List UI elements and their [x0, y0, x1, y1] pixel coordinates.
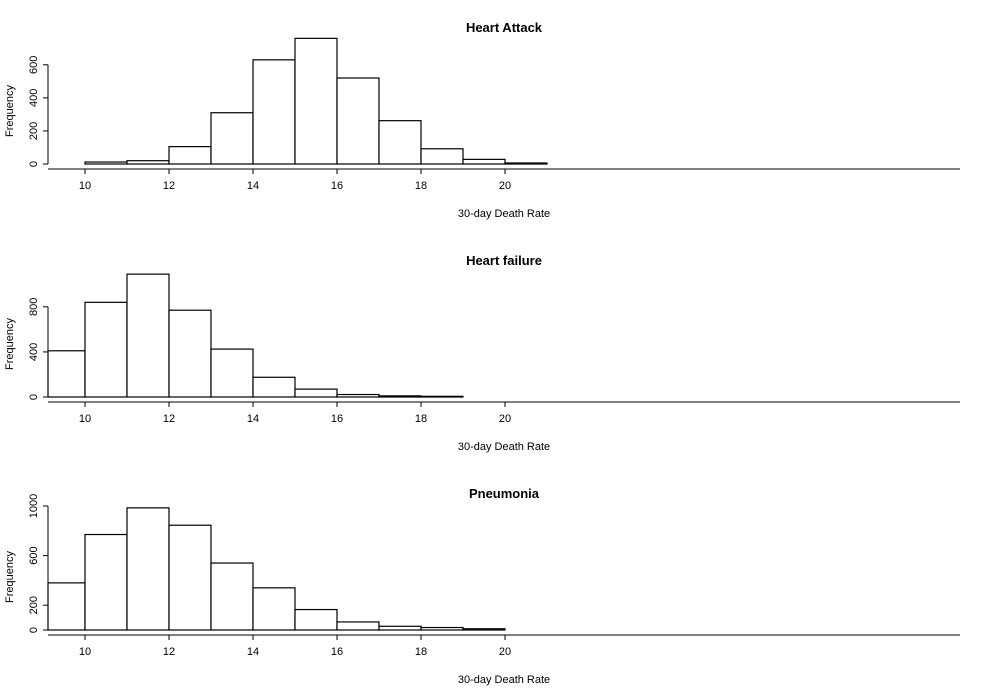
histogram-bar — [462, 158, 506, 165]
histogram-bar — [126, 507, 170, 631]
x-tick-label: 18 — [415, 413, 427, 425]
y-tick-label: 800 — [28, 298, 40, 316]
y-axis-label: Frequency — [4, 551, 16, 603]
histogram-bar — [294, 608, 338, 631]
chart-panel-1: 10 12 14 16 18 20 0 400 800 — [28, 273, 960, 425]
histogram-bar — [84, 301, 128, 398]
x-tick-label: 18 — [415, 646, 427, 658]
histogram-bar — [252, 376, 296, 398]
histogram-bar — [294, 37, 338, 165]
histogram-bar — [336, 77, 380, 165]
histogram-bar — [420, 395, 464, 398]
x-tick-label: 12 — [163, 180, 175, 192]
histogram-bar — [420, 626, 464, 631]
x-axis-label: 30-day Death Rate — [458, 441, 550, 453]
x-tick-label: 18 — [415, 180, 427, 192]
x-tick-label: 20 — [499, 180, 511, 192]
x-tick-label: 16 — [331, 646, 343, 658]
panel-pneumonia: Pneumonia 30-day Death Rate Frequency — [4, 486, 550, 686]
y-tick-label: 400 — [28, 343, 40, 361]
histogram-bar — [378, 625, 422, 631]
histogram-bar — [168, 524, 212, 631]
histogram-bar — [47, 582, 86, 631]
y-tick-label: 200 — [28, 596, 40, 614]
x-tick-label: 16 — [331, 180, 343, 192]
x-tick-label: 14 — [247, 180, 259, 192]
x-tick-label: 14 — [247, 413, 259, 425]
histogram-bar — [168, 146, 212, 165]
histogram-bar — [378, 120, 422, 165]
y-axis-label: Frequency — [4, 85, 16, 137]
histogram-bar — [336, 393, 380, 398]
x-tick-label: 10 — [79, 180, 91, 192]
x-tick-label: 20 — [499, 413, 511, 425]
histogram-bar — [210, 562, 254, 631]
x-tick-label: 12 — [163, 646, 175, 658]
y-tick-label: 600 — [28, 546, 40, 564]
chart-title: Heart Attack — [466, 20, 543, 35]
histogram-bar — [252, 587, 296, 631]
y-tick-label: 0 — [28, 161, 40, 167]
histogram-bar — [126, 273, 170, 398]
histogram-bar — [210, 348, 254, 398]
y-axis-label: Frequency — [4, 318, 16, 370]
y-tick-label: 600 — [28, 56, 40, 74]
histogram-bar — [294, 388, 338, 398]
panel-heart-attack: Heart Attack 30-day Death Rate Frequency — [4, 20, 550, 220]
x-tick-label: 14 — [247, 646, 259, 658]
chart-title: Pneumonia — [469, 486, 540, 501]
histogram-bar — [210, 112, 254, 165]
x-axis-label: 30-day Death Rate — [458, 208, 550, 220]
histogram-bar — [168, 309, 212, 398]
histogram-bar — [420, 148, 464, 165]
histogram-bar — [504, 162, 548, 165]
x-tick-label: 16 — [331, 413, 343, 425]
y-tick-label: 0 — [28, 394, 40, 400]
histogram-bar — [336, 621, 380, 631]
panel-heart-failure: Heart failure 30-day Death Rate Frequenc… — [4, 253, 550, 453]
x-axis-label: 30-day Death Rate — [458, 674, 550, 686]
histogram-bar — [462, 628, 506, 631]
y-tick-label: 400 — [28, 89, 40, 107]
y-tick-label: 1000 — [28, 494, 40, 518]
histogram-bar — [84, 161, 128, 165]
histogram-bar — [84, 533, 128, 631]
histogram-bar — [378, 395, 422, 398]
x-tick-label: 20 — [499, 646, 511, 658]
chart-title: Heart failure — [466, 253, 542, 268]
y-tick-label: 0 — [28, 627, 40, 633]
x-tick-label: 10 — [79, 413, 91, 425]
histogram-bar — [126, 160, 170, 165]
y-tick-label: 200 — [28, 122, 40, 140]
x-tick-label: 10 — [79, 646, 91, 658]
x-tick-label: 12 — [163, 413, 175, 425]
histogram-bar — [252, 59, 296, 165]
histogram-bar — [47, 350, 86, 398]
